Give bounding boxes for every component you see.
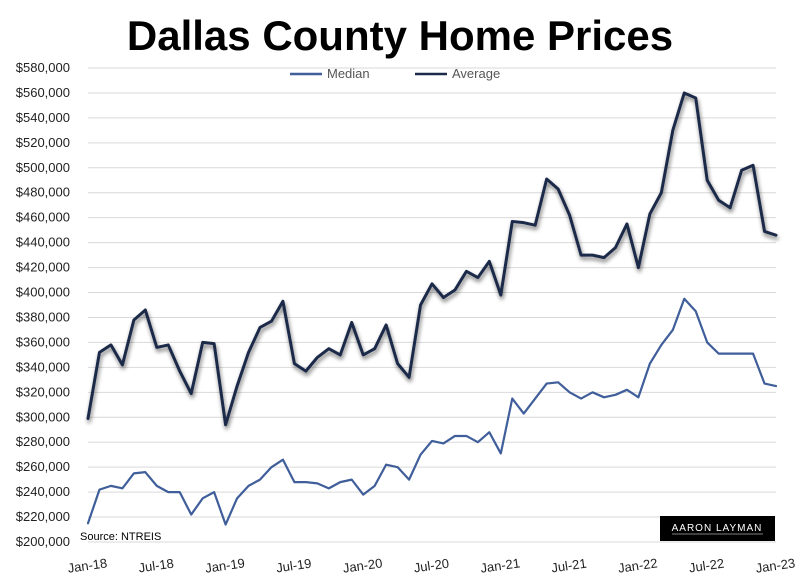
legend-label-median: Median	[327, 66, 370, 81]
x-tick-label: Jul-18	[138, 556, 175, 576]
x-tick-label: Jul-19	[275, 556, 312, 576]
chart-title: Dallas County Home Prices	[127, 12, 673, 59]
y-tick-label: $440,000	[16, 235, 70, 250]
y-tick-label: $220,000	[16, 509, 70, 524]
y-tick-label: $260,000	[16, 459, 70, 474]
y-tick-label: $360,000	[16, 334, 70, 349]
x-tick-label: Jan-19	[204, 555, 245, 575]
y-tick-label: $320,000	[16, 384, 70, 399]
y-tick-label: $580,000	[16, 60, 70, 75]
y-tick-label: $500,000	[16, 160, 70, 175]
x-tick-label: Jul-20	[413, 556, 450, 576]
x-tick-label: Jul-21	[550, 556, 587, 576]
y-tick-label: $420,000	[16, 260, 70, 275]
x-tick-label: Jan-22	[617, 555, 658, 575]
y-tick-label: $540,000	[16, 110, 70, 125]
y-tick-label: $560,000	[16, 85, 70, 100]
y-tick-label: $300,000	[16, 409, 70, 424]
legend: Median Average	[290, 66, 500, 81]
y-tick-label: $200,000	[16, 534, 70, 549]
brand-logo: AARON LAYMAN	[660, 516, 775, 541]
x-axis-ticks: Jan-18 Jul-18 Jan-19 Jul-19 Jan-20 Jul-20 Jan-…	[67, 555, 796, 575]
y-axis-ticks: $200,000 $220,000 $240,000 $260,000 $280,000…	[16, 60, 70, 549]
y-tick-label: $480,000	[16, 185, 70, 200]
y-tick-label: $400,000	[16, 285, 70, 300]
gridlines	[88, 67, 776, 543]
y-tick-label: $380,000	[16, 309, 70, 324]
x-tick-label: Jan-21	[479, 555, 520, 575]
y-tick-label: $240,000	[16, 484, 70, 499]
source-note: Source: NTREIS	[80, 531, 161, 543]
brand-logo-text: AARON LAYMAN	[672, 523, 763, 534]
y-tick-label: $460,000	[16, 210, 70, 225]
x-tick-label: Jan-23	[755, 555, 796, 575]
series-line-median	[86, 297, 778, 526]
x-tick-label: Jan-18	[67, 555, 108, 575]
x-tick-label: Jul-22	[688, 556, 725, 576]
y-tick-label: $520,000	[16, 135, 70, 150]
x-tick-label: Jan-20	[342, 555, 383, 575]
y-tick-label: $280,000	[16, 434, 70, 449]
series-lines	[86, 91, 778, 526]
y-tick-label: $340,000	[16, 359, 70, 374]
series-line-average	[86, 91, 778, 427]
legend-label-average: Average	[452, 66, 500, 81]
